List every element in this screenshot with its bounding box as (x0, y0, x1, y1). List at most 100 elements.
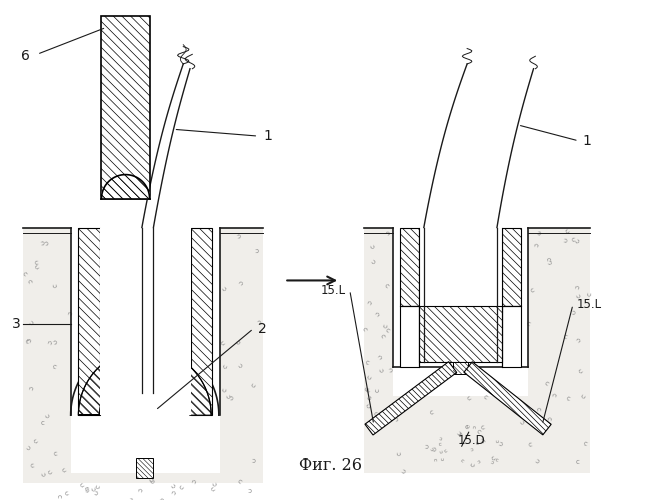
Text: с: с (212, 481, 219, 486)
Text: с: с (490, 454, 497, 462)
Text: с: с (45, 338, 52, 344)
Text: с: с (222, 364, 229, 370)
Text: с: с (563, 236, 568, 242)
Text: c: c (476, 458, 481, 464)
Text: с: с (34, 260, 39, 266)
Text: c: c (438, 442, 442, 448)
Text: 15.D: 15.D (458, 434, 486, 448)
Text: 3: 3 (12, 316, 20, 330)
Text: с: с (549, 392, 556, 398)
Text: с: с (374, 388, 380, 392)
Polygon shape (136, 458, 153, 477)
Text: c: c (459, 458, 465, 464)
Text: с: с (84, 486, 90, 492)
Text: с: с (574, 236, 581, 244)
Text: 1: 1 (582, 134, 592, 148)
Text: 2: 2 (258, 322, 267, 336)
Text: c: c (494, 457, 499, 462)
Text: с: с (91, 486, 98, 490)
Text: c: c (481, 438, 486, 444)
Text: с: с (65, 310, 73, 316)
Text: с: с (383, 228, 390, 235)
Text: с: с (56, 494, 61, 498)
Polygon shape (79, 349, 211, 415)
Text: c: c (444, 448, 449, 454)
Bar (42, 473, 244, 499)
Text: с: с (480, 424, 485, 432)
Bar (364, 396, 590, 473)
Text: с: с (64, 490, 70, 497)
Text: с: с (580, 394, 587, 400)
Text: c: c (438, 434, 443, 440)
Text: с: с (79, 482, 86, 489)
Text: c: c (496, 439, 501, 442)
Text: с: с (229, 393, 234, 400)
Text: с: с (94, 488, 99, 494)
Text: с: с (429, 410, 435, 416)
Text: с: с (466, 395, 473, 402)
Text: с: с (571, 307, 575, 314)
Text: с: с (24, 337, 31, 342)
Text: с: с (564, 228, 570, 235)
Text: с: с (26, 384, 33, 390)
Bar (419, 228, 502, 306)
Text: с: с (578, 368, 584, 375)
Text: с: с (222, 387, 229, 392)
Text: 1: 1 (263, 129, 272, 143)
Text: с: с (189, 478, 196, 484)
Text: с: с (572, 284, 580, 290)
Text: с: с (543, 380, 549, 387)
Text: с: с (379, 332, 386, 338)
Text: с: с (148, 476, 155, 482)
Text: с: с (365, 298, 372, 304)
Text: c: c (490, 458, 496, 464)
Text: с: с (254, 246, 258, 252)
Polygon shape (419, 306, 502, 362)
Polygon shape (79, 228, 100, 415)
Polygon shape (102, 174, 149, 199)
Text: с: с (582, 440, 588, 448)
Text: с: с (237, 361, 244, 368)
Text: с: с (221, 284, 228, 290)
Text: с: с (41, 472, 48, 477)
Text: с: с (43, 238, 50, 246)
Text: с: с (364, 386, 370, 393)
Text: с: с (392, 414, 399, 422)
Text: с: с (525, 320, 531, 327)
Text: с: с (547, 258, 553, 264)
Text: c: c (430, 445, 435, 450)
Text: с: с (61, 466, 68, 474)
Text: с: с (574, 335, 581, 342)
Polygon shape (464, 362, 551, 435)
Text: с: с (480, 435, 485, 442)
Bar (220, 228, 263, 499)
Text: с: с (219, 340, 226, 347)
Polygon shape (102, 174, 149, 199)
Text: с: с (52, 282, 58, 287)
Text: с: с (366, 403, 372, 410)
Text: с: с (383, 324, 389, 328)
Text: с: с (475, 428, 482, 435)
Text: с: с (210, 486, 216, 492)
Text: с: с (469, 462, 476, 467)
Text: с: с (586, 292, 592, 296)
Bar (502, 306, 521, 367)
Polygon shape (191, 228, 212, 415)
Text: с: с (498, 439, 504, 446)
Text: с: с (384, 327, 391, 334)
Text: с: с (141, 472, 148, 479)
Text: с: с (251, 382, 258, 388)
Text: с: с (396, 450, 402, 455)
Text: с: с (136, 487, 143, 492)
Text: с: с (425, 442, 429, 448)
Text: с: с (361, 326, 368, 332)
Text: с: с (40, 238, 45, 244)
Text: с: с (236, 478, 243, 485)
Text: с: с (401, 466, 407, 473)
Text: с: с (32, 438, 40, 446)
Text: с: с (388, 365, 393, 372)
Text: с: с (236, 231, 241, 238)
Text: с: с (252, 456, 256, 462)
Bar (100, 228, 191, 415)
Text: с: с (171, 481, 177, 488)
